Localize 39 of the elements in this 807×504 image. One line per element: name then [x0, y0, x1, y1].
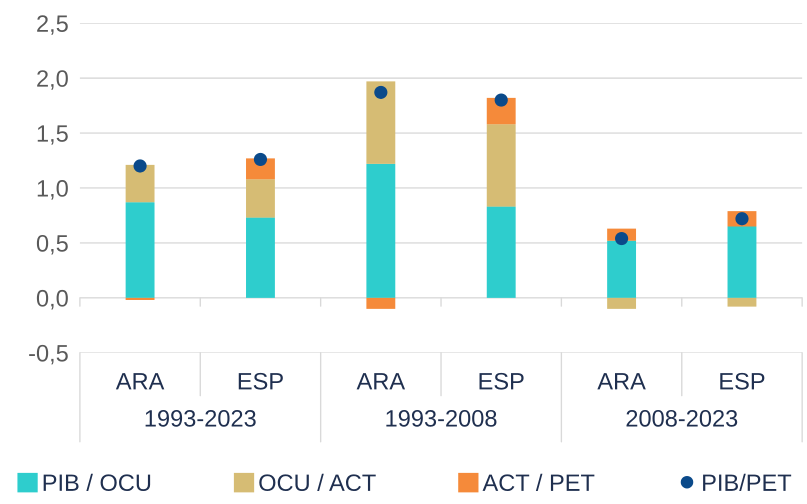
legend-label: ACT / PET — [482, 474, 594, 492]
bar — [486, 124, 516, 207]
bar — [728, 226, 756, 298]
point — [615, 232, 628, 246]
bar — [126, 298, 155, 300]
y-tick-label: 0,5 — [36, 234, 68, 255]
bar — [607, 240, 636, 298]
y-tick-label: 1,0 — [38, 180, 68, 200]
bar — [366, 164, 396, 298]
legend-label: PIB/PET — [703, 474, 792, 492]
point — [494, 94, 508, 107]
text: 1993-2008 — [386, 410, 496, 427]
x-tick-label: ESP — [238, 372, 283, 390]
bar — [126, 202, 155, 298]
x-tick-label: ARA — [116, 373, 164, 390]
bar — [246, 179, 275, 218]
y-tick-label: 1,5 — [38, 125, 68, 145]
text: 2008-2023 — [626, 410, 738, 427]
x-tick-label: ARA — [356, 373, 406, 390]
point — [374, 86, 388, 99]
bar — [728, 298, 756, 307]
bar — [246, 218, 275, 298]
y-tick-label: 2,5 — [37, 15, 68, 35]
y-tick-label: 2,0 — [37, 70, 68, 90]
x-tick-label: ESP — [720, 372, 764, 390]
point — [133, 159, 147, 173]
y-tick-label: -0,5 — [29, 344, 68, 364]
x-tick-label: ESP — [480, 372, 524, 390]
legend-label: OCU / ACT — [259, 474, 376, 492]
point — [254, 152, 268, 166]
bar — [486, 206, 516, 298]
bar — [366, 81, 396, 164]
bar — [366, 298, 396, 309]
text: 1993-2023 — [146, 410, 256, 427]
y-tick-label: 0,0 — [36, 290, 68, 310]
x-tick-label: ARA — [597, 373, 646, 390]
legend-label: PIB / OCU — [44, 474, 150, 492]
bar — [126, 164, 155, 202]
bar — [607, 298, 636, 309]
